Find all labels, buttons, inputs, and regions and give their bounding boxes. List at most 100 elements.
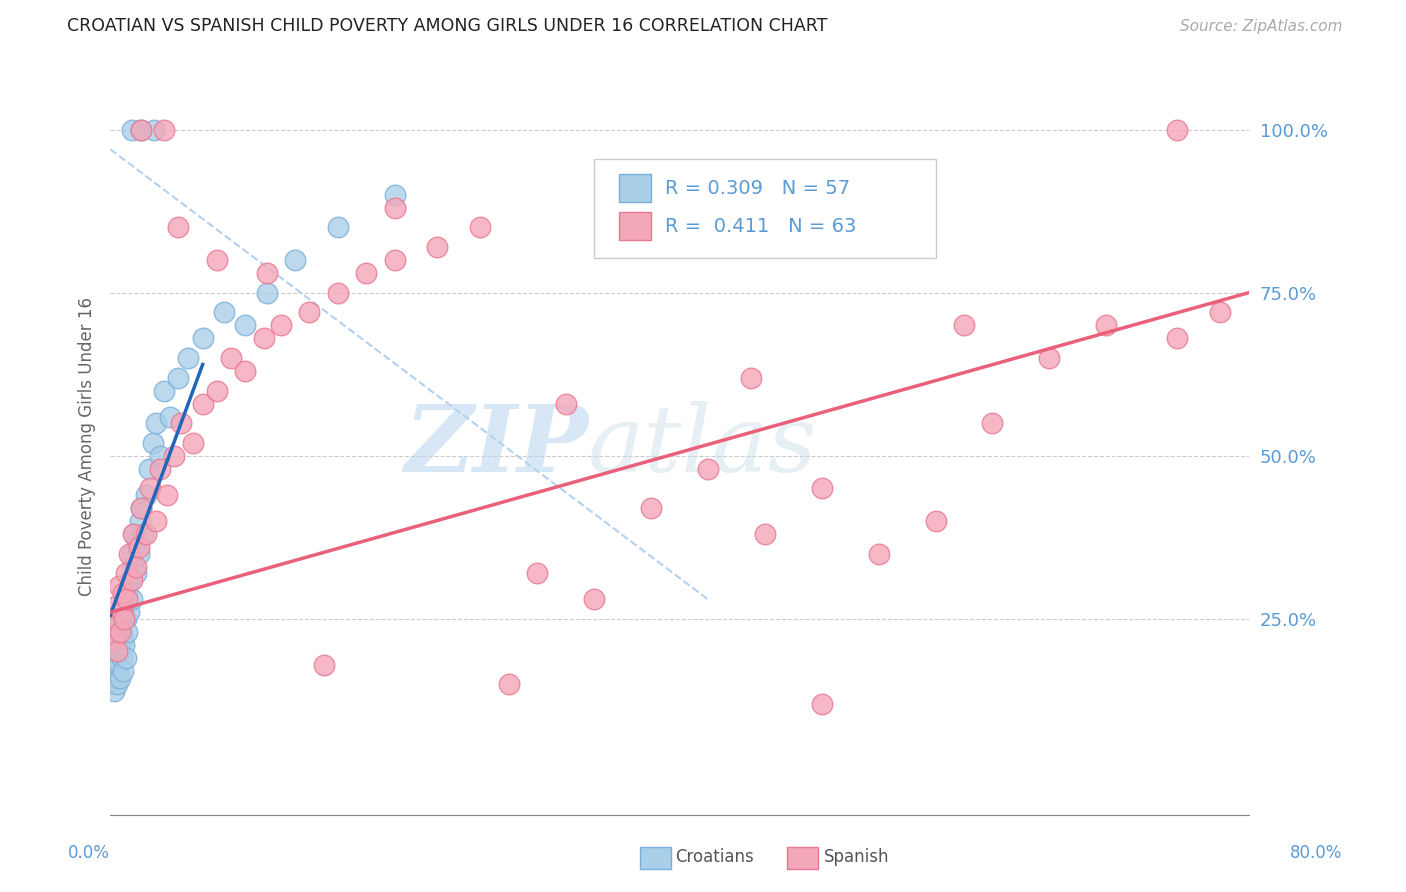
Point: [145, 416, 167, 430]
Point: [122, 527, 145, 541]
Point: [110, 651, 132, 665]
Point: [426, 240, 449, 254]
Point: [103, 683, 125, 698]
Point: [112, 599, 135, 613]
Point: [128, 547, 150, 561]
Point: [108, 671, 131, 685]
Point: [114, 566, 136, 581]
Text: Source: ZipAtlas.com: Source: ZipAtlas.com: [1180, 20, 1343, 34]
Point: [156, 488, 179, 502]
Point: [104, 624, 127, 639]
Point: [810, 482, 832, 496]
Point: [149, 449, 172, 463]
Point: [129, 514, 152, 528]
Point: [121, 122, 143, 136]
Point: [131, 500, 153, 515]
Point: [384, 187, 406, 202]
FancyBboxPatch shape: [593, 159, 935, 258]
Point: [112, 638, 135, 652]
Point: [256, 266, 278, 280]
Point: [105, 677, 128, 691]
Point: [298, 305, 321, 319]
Point: [114, 651, 136, 665]
Point: [1166, 331, 1188, 345]
Point: [143, 122, 166, 136]
Point: [120, 573, 142, 587]
Point: [170, 416, 193, 430]
Point: [135, 527, 157, 541]
Point: [177, 351, 200, 365]
Point: [107, 579, 129, 593]
Point: [125, 559, 148, 574]
Point: [163, 449, 186, 463]
Point: [1209, 305, 1232, 319]
Point: [104, 651, 127, 665]
Text: Spanish: Spanish: [824, 848, 890, 866]
Point: [149, 462, 172, 476]
Point: [107, 657, 129, 672]
Text: atlas: atlas: [588, 401, 818, 491]
Point: [153, 384, 176, 398]
Point: [167, 220, 190, 235]
Point: [253, 331, 276, 345]
Point: [696, 462, 718, 476]
Point: [284, 253, 307, 268]
Point: [924, 514, 946, 528]
Text: R = 0.309   N = 57: R = 0.309 N = 57: [665, 178, 849, 197]
Text: R =  0.411   N = 63: R = 0.411 N = 63: [665, 217, 856, 235]
Point: [115, 624, 138, 639]
Text: CROATIAN VS SPANISH CHILD POVERTY AMONG GIRLS UNDER 16 CORRELATION CHART: CROATIAN VS SPANISH CHILD POVERTY AMONG …: [67, 17, 828, 35]
Point: [111, 586, 134, 600]
Point: [326, 285, 349, 300]
Point: [219, 351, 242, 365]
Point: [139, 482, 162, 496]
Point: [131, 122, 153, 136]
Point: [118, 605, 141, 619]
Text: ZIP: ZIP: [404, 401, 588, 491]
Point: [1038, 351, 1060, 365]
Point: [256, 285, 278, 300]
Point: [131, 500, 153, 515]
Point: [114, 612, 136, 626]
Point: [103, 632, 125, 646]
Point: [142, 435, 165, 450]
Point: [104, 671, 127, 685]
Text: 80.0%: 80.0%: [1291, 844, 1343, 862]
Point: [110, 605, 132, 619]
Point: [101, 664, 124, 678]
Point: [124, 527, 146, 541]
Point: [115, 592, 138, 607]
Point: [103, 657, 125, 672]
Point: [181, 435, 204, 450]
Text: 0.0%: 0.0%: [67, 844, 110, 862]
Point: [153, 122, 176, 136]
Point: [981, 416, 1004, 430]
Point: [235, 364, 257, 378]
Point: [110, 624, 132, 639]
Point: [740, 370, 762, 384]
Point: [121, 547, 143, 561]
Point: [953, 318, 976, 333]
Point: [108, 644, 131, 658]
Point: [112, 612, 135, 626]
Point: [108, 624, 131, 639]
Point: [138, 462, 160, 476]
Point: [103, 632, 125, 646]
Point: [104, 599, 127, 613]
Point: [105, 638, 128, 652]
Point: [111, 632, 134, 646]
Point: [108, 605, 131, 619]
Point: [127, 533, 149, 548]
Point: [121, 592, 143, 607]
Point: [470, 220, 492, 235]
Y-axis label: Child Poverty Among Girls Under 16: Child Poverty Among Girls Under 16: [79, 296, 96, 596]
Point: [384, 201, 406, 215]
Point: [582, 592, 605, 607]
Point: [145, 514, 167, 528]
Point: [526, 566, 548, 581]
Point: [191, 331, 214, 345]
Bar: [619, 212, 651, 240]
Point: [270, 318, 292, 333]
Point: [115, 586, 138, 600]
Point: [1095, 318, 1118, 333]
